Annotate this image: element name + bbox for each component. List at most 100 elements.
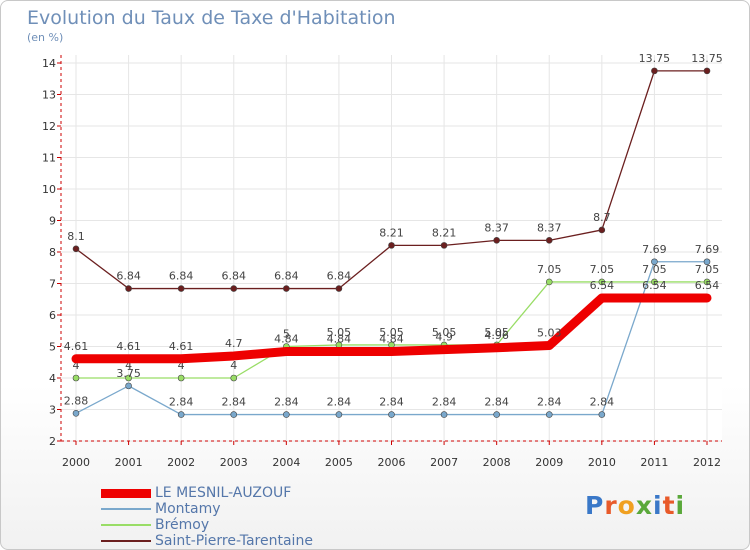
y-tick-label: 6 <box>49 309 56 322</box>
x-tick-label: 2003 <box>220 456 248 469</box>
x-tick-label: 2008 <box>483 456 511 469</box>
data-label-saint-pierre-tarentaine: 13.75 <box>639 52 671 65</box>
data-label-montamy: 2.84 <box>327 396 352 409</box>
legend-item: LE MESNIL-AUZOUF <box>101 485 313 501</box>
proxiti-logo: Proxiti <box>585 491 685 520</box>
data-label-montamy: 2.88 <box>64 394 89 407</box>
brand-letter: o <box>617 491 636 520</box>
data-point-br-moy <box>72 374 80 382</box>
x-tick-label: 2012 <box>693 456 721 469</box>
data-label-montamy: 2.84 <box>379 396 404 409</box>
y-tick-label: 8 <box>49 246 56 259</box>
data-point-saint-pierre-tarentaine <box>545 237 553 244</box>
data-point-saint-pierre-tarentaine <box>440 242 448 249</box>
legend-swatch <box>101 488 151 498</box>
data-label-saint-pierre-tarentaine: 8.37 <box>537 221 562 234</box>
y-tick-label: 14 <box>42 57 56 70</box>
data-point-montamy <box>493 411 500 418</box>
data-label-br-moy: 5 <box>283 328 290 341</box>
data-point-br-moy <box>703 278 711 286</box>
data-label-saint-pierre-tarentaine: 8.21 <box>379 226 404 239</box>
data-label-saint-pierre-tarentaine: 8.21 <box>432 226 457 239</box>
legend-label: LE MESNIL-AUZOUF <box>155 485 292 501</box>
y-tick-label: 13 <box>42 89 56 102</box>
data-label-br-moy: 5.05 <box>484 326 509 339</box>
data-label-br-moy: 7.05 <box>590 263 615 276</box>
data-point-montamy <box>72 409 80 417</box>
data-point-montamy <box>651 258 658 266</box>
brand-letter: P <box>585 491 605 520</box>
data-label-le-mesnil-auzouf: 4.96 <box>484 329 509 342</box>
data-label-saint-pierre-tarentaine: 6.84 <box>169 270 194 283</box>
data-point-saint-pierre-tarentaine <box>177 285 185 292</box>
data-label-saint-pierre-tarentaine: 6.84 <box>116 270 141 283</box>
brand-letter: i <box>653 491 663 520</box>
data-point-montamy <box>545 411 553 418</box>
data-point-montamy <box>598 411 606 418</box>
data-point-montamy <box>703 258 711 266</box>
y-tick-label: 3 <box>49 404 56 417</box>
y-tick-label: 4 <box>49 372 56 385</box>
data-point-saint-pierre-tarentaine <box>72 245 80 253</box>
data-label-br-moy: 4 <box>230 359 237 372</box>
data-point-br-moy <box>125 374 132 382</box>
brand-letter: x <box>635 491 653 520</box>
brand-letter: r <box>604 491 618 520</box>
data-point-montamy <box>230 411 238 418</box>
y-tick-label: 12 <box>42 120 56 133</box>
data-label-saint-pierre-tarentaine: 6.84 <box>274 270 299 283</box>
data-point-br-moy <box>651 278 658 286</box>
brand-letter: i <box>675 491 686 520</box>
data-point-saint-pierre-tarentaine <box>703 67 711 75</box>
data-label-saint-pierre-tarentaine: 8.1 <box>67 230 85 243</box>
legend-label: Brémoy <box>155 517 210 533</box>
data-label-br-moy: 7.05 <box>642 263 667 276</box>
data-label-br-moy: 7.05 <box>695 263 720 276</box>
data-label-montamy: 2.84 <box>484 396 509 409</box>
data-label-le-mesnil-auzouf: 4.9 <box>435 331 453 344</box>
legend-swatch <box>101 524 151 526</box>
data-label-saint-pierre-tarentaine: 6.84 <box>327 270 352 283</box>
data-point-saint-pierre-tarentaine <box>335 285 343 292</box>
data-label-montamy: 3.75 <box>116 367 141 380</box>
data-label-le-mesnil-auzouf: 6.54 <box>590 279 615 292</box>
x-tick-label: 2004 <box>272 456 300 469</box>
data-point-montamy <box>283 411 290 418</box>
x-tick-label: 2009 <box>535 456 563 469</box>
data-label-saint-pierre-tarentaine: 8.7 <box>593 211 611 224</box>
legend-item: Montamy <box>101 501 313 517</box>
x-tick-label: 2005 <box>325 456 353 469</box>
data-point-montamy <box>335 411 343 418</box>
data-point-saint-pierre-tarentaine <box>125 285 132 292</box>
data-label-le-mesnil-auzouf: 4.61 <box>169 340 194 353</box>
data-point-br-moy <box>545 278 553 286</box>
data-point-saint-pierre-tarentaine <box>283 285 290 292</box>
data-label-br-moy: 4 <box>125 359 132 372</box>
data-label-le-mesnil-auzouf: 4.7 <box>225 337 243 350</box>
y-tick-label: 11 <box>42 152 56 165</box>
legend-swatch <box>101 508 151 510</box>
data-point-saint-pierre-tarentaine <box>651 67 658 75</box>
data-point-br-moy <box>598 278 606 286</box>
x-tick-label: 2010 <box>588 456 616 469</box>
data-label-montamy: 2.84 <box>222 396 247 409</box>
data-label-montamy: 7.69 <box>642 243 667 256</box>
data-point-saint-pierre-tarentaine <box>493 237 500 244</box>
data-point-br-moy <box>230 374 238 382</box>
data-label-le-mesnil-auzouf: 4.61 <box>116 340 141 353</box>
data-label-br-moy: 7.05 <box>537 263 562 276</box>
data-point-br-moy <box>177 374 185 382</box>
data-label-le-mesnil-auzouf: 4.84 <box>274 333 299 346</box>
data-label-le-mesnil-auzouf: 6.54 <box>642 279 667 292</box>
chart-title: Evolution du Taux de Taxe d'Habitation <box>27 7 396 29</box>
data-label-le-mesnil-auzouf: 6.54 <box>695 279 720 292</box>
data-point-montamy <box>125 382 132 390</box>
y-tick-label: 2 <box>49 435 56 448</box>
data-label-le-mesnil-auzouf: 5.03 <box>537 327 562 340</box>
data-label-saint-pierre-tarentaine: 8.37 <box>484 221 509 234</box>
data-label-montamy: 2.84 <box>537 396 562 409</box>
data-label-montamy: 2.84 <box>169 396 194 409</box>
legend-label: Saint-Pierre-Tarentaine <box>155 533 313 549</box>
data-label-br-moy: 5.05 <box>432 326 457 339</box>
